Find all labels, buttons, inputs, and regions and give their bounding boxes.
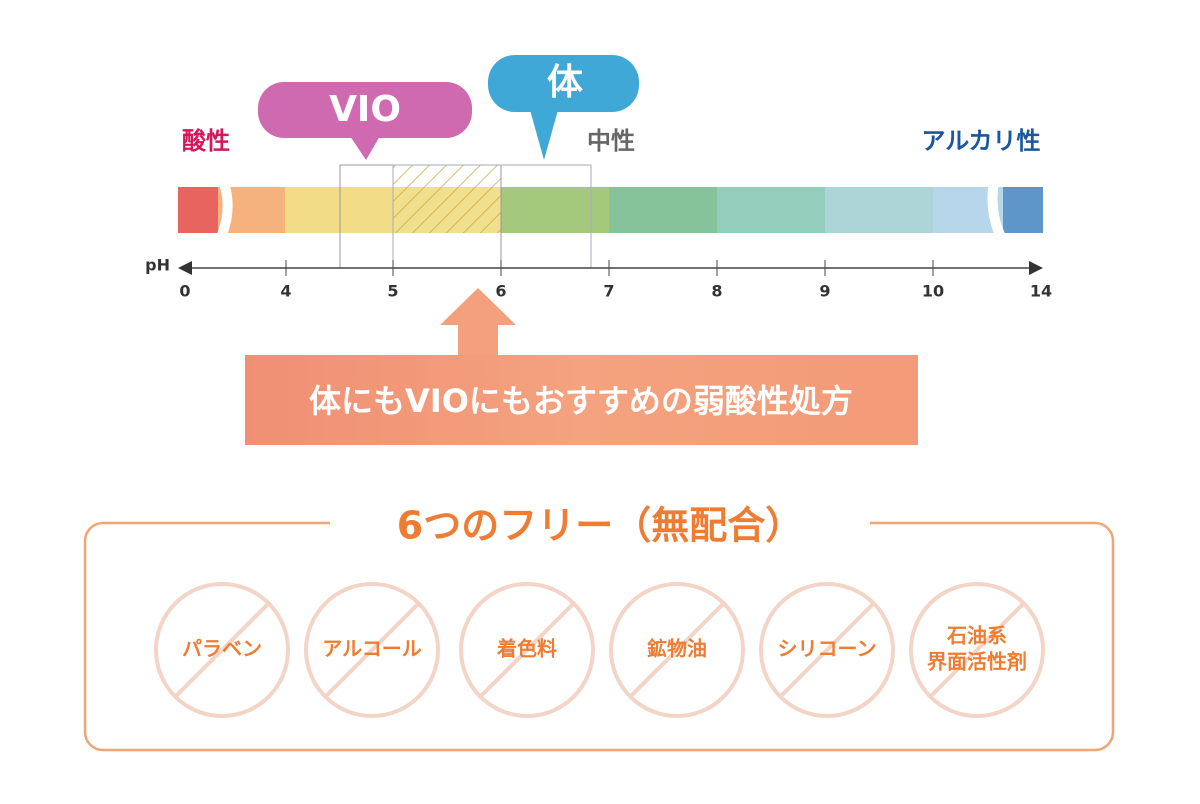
free-circle — [459, 582, 595, 718]
strike — [479, 602, 575, 698]
free-item: 鉱物油 — [647, 637, 707, 661]
tick-label: 10 — [922, 282, 944, 301]
tick-label: 0 — [179, 282, 190, 301]
strike — [174, 602, 270, 698]
axis: pH — [145, 256, 1043, 275]
free-circle — [909, 582, 1045, 718]
free-item: 界面活性剤 — [927, 650, 1027, 674]
free-item: 石油系 — [946, 624, 1007, 648]
free-item: シリコーン — [778, 637, 877, 661]
acid-label: 酸性 — [182, 127, 230, 155]
tick-label: 9 — [819, 282, 830, 301]
ph-bar — [178, 158, 1043, 344]
strike — [929, 602, 1025, 698]
neutral-label: 中性 — [587, 127, 635, 155]
arrow — [440, 288, 516, 356]
tick-label: 5 — [387, 282, 398, 301]
free-item: パラベン — [182, 637, 262, 661]
free-circle — [154, 582, 290, 718]
ticks: 0 4 5 6 7 8 9 10 14 — [179, 260, 1052, 301]
free-circle — [609, 582, 745, 718]
strike — [629, 602, 725, 698]
tick-label: 14 — [1030, 282, 1052, 301]
vio-bubble: VIO — [258, 82, 472, 160]
tick-label: 8 — [711, 282, 722, 301]
free-item: アルコール — [322, 637, 421, 661]
banner — [245, 355, 918, 445]
tick-label: 6 — [495, 282, 506, 301]
bubble-text: VIO — [329, 89, 401, 130]
free-item: 着色料 — [496, 637, 557, 661]
banner-text: 体にもVIOにもおすすめの弱酸性処方 — [309, 382, 853, 420]
alkaline-label: アルカリ性 — [921, 127, 1040, 155]
bubble-text: 体 — [547, 62, 583, 103]
tick-label: 7 — [603, 282, 614, 301]
body-bubble: 体 — [488, 55, 639, 160]
free-circle — [759, 582, 895, 718]
axis-label: pH — [145, 256, 170, 275]
free-title: 6つのフリー（無配合） — [397, 504, 803, 548]
tick-label: 4 — [280, 282, 291, 301]
free-circle — [304, 582, 440, 718]
strike — [779, 602, 875, 698]
strike — [324, 602, 420, 698]
